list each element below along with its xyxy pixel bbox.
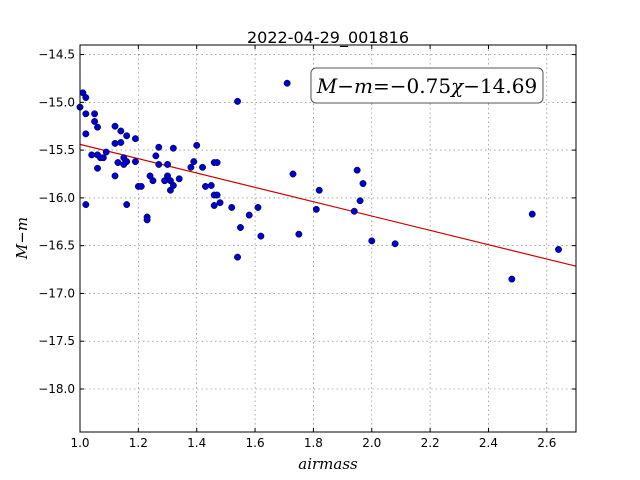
- fit-equation: M−m=−0.75χ−14.69: [316, 74, 537, 98]
- data-point: [508, 275, 516, 283]
- x-tick-label: 2.2: [421, 436, 440, 450]
- axis-ticks: 1.0 1.2 1.4 1.6 1.8 2.0 2.2 2.4 2.6 −14.5 −15.0 −15…: [38, 45, 576, 450]
- data-point: [169, 182, 177, 189]
- y-tick-label: −14.5: [38, 48, 75, 62]
- x-tick-label: 1.4: [187, 436, 206, 450]
- data-point: [555, 246, 562, 253]
- x-tick-label: 2.6: [537, 436, 556, 450]
- data-point: [353, 166, 361, 174]
- x-axis-label: airmass: [298, 455, 358, 473]
- data-point: [207, 182, 215, 189]
- equation-coefficient: −0.75: [390, 74, 451, 98]
- plot-frame: [79, 44, 577, 433]
- x-tick-label: 2.4: [479, 436, 498, 450]
- data-point: [237, 224, 244, 231]
- data-point: [202, 182, 209, 190]
- annotation-box: [310, 67, 544, 104]
- data-point: [289, 170, 297, 178]
- data-point: [82, 130, 90, 138]
- y-tick-label: −15.0: [38, 95, 75, 109]
- data-point: [94, 123, 101, 131]
- data-point: [143, 216, 151, 224]
- equation-constant: −14.69: [463, 74, 537, 98]
- fit-line: [79, 143, 577, 267]
- x-tick-label: 1.2: [129, 436, 148, 450]
- data-point: [82, 201, 90, 209]
- x-tick-label: 1.6: [246, 436, 265, 450]
- data-point: [190, 158, 198, 166]
- data-point: [283, 79, 291, 87]
- data-point: [149, 177, 157, 185]
- data-point: [123, 132, 131, 140]
- data-point: [234, 97, 242, 105]
- data-point: [187, 163, 195, 171]
- data-point: [99, 154, 107, 162]
- data-point: [82, 94, 90, 102]
- data-point: [91, 110, 99, 118]
- data-point: [228, 203, 236, 211]
- data-point: [111, 139, 119, 147]
- data-point: [216, 199, 224, 207]
- data-point: [111, 172, 119, 180]
- y-tick-label: −16.5: [38, 239, 75, 253]
- y-tick-label: −15.5: [38, 143, 75, 157]
- data-point: [175, 175, 183, 183]
- data-point: [131, 158, 139, 166]
- data-point: [137, 182, 145, 190]
- data-point: [117, 139, 125, 146]
- grid: [79, 45, 576, 432]
- equation-equals: =: [373, 74, 390, 98]
- y-tick-label: −17.5: [38, 334, 75, 348]
- data-point: [315, 186, 323, 194]
- data-point: [111, 122, 119, 130]
- equation-lhs: M−m: [316, 74, 373, 98]
- data-point: [117, 127, 125, 135]
- data-point: [114, 159, 122, 166]
- data-point: [94, 164, 101, 172]
- data-point: [210, 202, 218, 209]
- equation-variable: χ: [449, 74, 465, 98]
- y-tick-label: −18.0: [38, 382, 75, 396]
- x-tick-label: 1.0: [70, 436, 89, 450]
- chart-title: 2022-04-29_001816: [247, 28, 409, 48]
- data-point: [213, 191, 221, 199]
- y-tick-label: −17.0: [38, 286, 75, 300]
- fit-annotation: M−m=−0.75χ−14.69: [310, 67, 544, 104]
- y-tick-label: −16.0: [38, 191, 75, 205]
- data-point: [359, 180, 367, 188]
- data-point: [123, 158, 131, 166]
- data-point: [102, 148, 110, 156]
- data-point: [295, 230, 303, 238]
- data-point: [257, 232, 265, 240]
- data-point: [123, 201, 131, 209]
- data-points: [76, 79, 562, 283]
- data-point: [528, 210, 536, 218]
- data-point: [350, 207, 358, 215]
- data-point: [91, 117, 99, 125]
- data-point: [391, 240, 399, 248]
- data-point: [368, 237, 376, 245]
- data-point: [155, 160, 163, 168]
- data-point: [199, 163, 206, 171]
- data-point: [169, 144, 177, 152]
- data-point: [88, 151, 96, 159]
- data-point: [82, 110, 90, 118]
- data-point: [356, 197, 364, 205]
- x-tick-label: 2.0: [362, 436, 381, 450]
- data-point: [164, 160, 171, 168]
- x-tick-label: 1.8: [304, 436, 323, 450]
- y-axis-label: M−m: [13, 217, 31, 260]
- data-point: [155, 143, 163, 151]
- data-point: [131, 135, 139, 143]
- data-point: [234, 253, 242, 261]
- data-point: [152, 152, 160, 160]
- data-point: [213, 159, 221, 166]
- data-point: [245, 211, 253, 219]
- data-point: [254, 203, 262, 211]
- data-point: [312, 205, 320, 213]
- data-point: [193, 141, 201, 149]
